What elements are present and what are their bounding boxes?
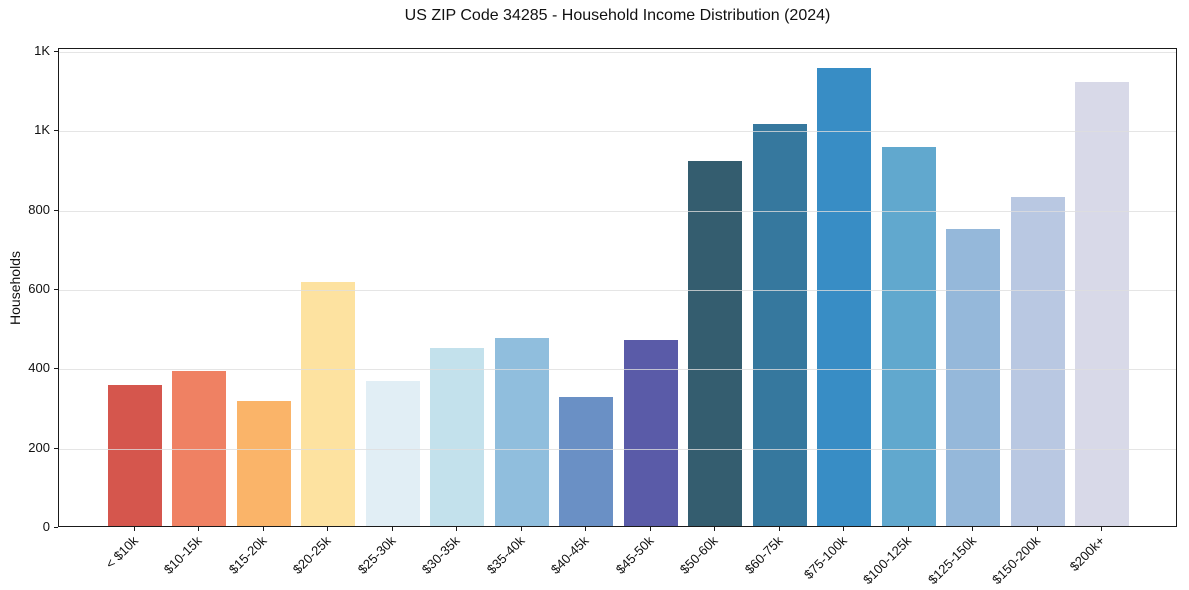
x-tick-mark	[714, 527, 716, 531]
x-tick-label-text: $35-40k	[483, 533, 528, 577]
bar-3	[236, 401, 291, 526]
x-tick-label-text: $125-150k	[924, 533, 979, 588]
x-tick-label-text: $20-25k	[290, 533, 334, 577]
y-tick-label: 1K	[34, 122, 50, 137]
y-tick-label: 1K	[34, 43, 50, 58]
x-tick-mark	[262, 527, 264, 531]
x-tick-mark	[907, 527, 909, 531]
bar-13	[881, 147, 936, 526]
gridline	[59, 290, 1176, 291]
x-tick-mark	[198, 527, 200, 531]
bar-11	[752, 124, 807, 526]
bar-16	[1075, 82, 1129, 526]
x-tick-label-text: $15-20k	[225, 533, 270, 577]
x-tick-mark	[972, 527, 974, 531]
x-tick-mark	[520, 527, 522, 531]
x-tick-mark	[843, 527, 845, 531]
y-tick-mark	[54, 130, 58, 131]
bar-2	[172, 371, 227, 526]
bar-15	[1010, 197, 1065, 526]
x-tick-mark	[391, 527, 393, 531]
bar-14	[946, 229, 1001, 526]
x-tick-mark	[649, 527, 651, 531]
plot-area	[58, 48, 1177, 527]
x-tick-mark	[1036, 527, 1038, 531]
y-tick-mark	[54, 289, 58, 290]
y-tick-mark	[54, 51, 58, 52]
x-tick-mark	[327, 527, 329, 531]
x-tick-label-text: < $10k	[102, 533, 141, 572]
gridline	[59, 52, 1176, 53]
gridline	[59, 449, 1176, 450]
bar-8	[559, 397, 614, 526]
y-tick-mark	[54, 210, 58, 211]
x-tick-label-text: $150-200k	[989, 533, 1044, 588]
y-tick-label: 0	[42, 519, 50, 534]
x-tick-label-text: $40-45k	[548, 533, 592, 577]
y-tick-label: 200	[28, 440, 50, 455]
x-tick-label-text: $45-50k	[612, 533, 657, 577]
gridline	[59, 131, 1176, 132]
y-tick-label: 800	[28, 202, 50, 217]
x-tick-label-text: $60-75k	[741, 533, 786, 577]
y-tick-mark	[54, 527, 58, 528]
bar-5	[365, 381, 420, 526]
x-tick-mark	[134, 527, 135, 531]
y-tick-mark	[54, 368, 58, 369]
y-tick-label: 400	[28, 360, 50, 375]
y-tick-label: 600	[28, 281, 50, 296]
bar-6	[430, 348, 485, 526]
x-tick-label-text: $10-15k	[161, 533, 206, 577]
x-tick-label-text: $30-35k	[419, 533, 463, 577]
bar-12	[817, 68, 872, 526]
x-tick-label-text: $25-30k	[354, 533, 399, 577]
bar-7	[494, 338, 549, 526]
x-tick-mark	[778, 527, 780, 531]
x-tick-label-text: $50-60k	[676, 533, 721, 577]
x-tick-mark	[1101, 527, 1102, 531]
x-tick-label-text: $200k+	[1066, 533, 1108, 575]
x-tick-label-text: $75-100k	[800, 533, 850, 582]
x-tick-mark	[585, 527, 587, 531]
gridline	[59, 369, 1176, 370]
chart-title: US ZIP Code 34285 - Household Income Dis…	[404, 7, 831, 24]
bar-9	[623, 340, 678, 526]
bar-1	[108, 385, 162, 526]
bar-10	[688, 161, 743, 526]
x-tick-label-text: $100-125k	[860, 533, 915, 588]
bar-4	[301, 282, 356, 526]
y-tick-mark	[54, 448, 58, 449]
gridline	[59, 211, 1176, 212]
x-tick-mark	[456, 527, 458, 531]
